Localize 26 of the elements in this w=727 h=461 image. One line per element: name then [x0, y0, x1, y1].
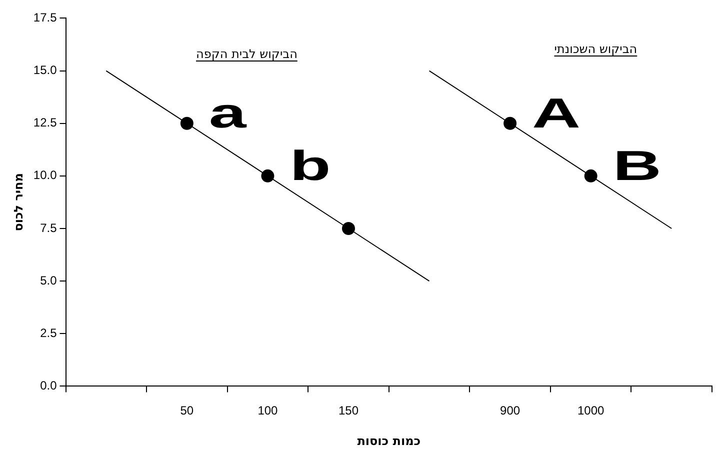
annotation: הביקוש לבית הקפה — [196, 47, 298, 61]
x-tick-label: 150 — [338, 404, 359, 418]
y-tick-label: 17.5 — [33, 10, 58, 25]
annotation: b — [290, 142, 331, 189]
y-tick-label: 10.0 — [33, 168, 58, 182]
annotation: הביקוש השכונתי — [554, 42, 638, 56]
y-axis-title: מחיר לכוס — [11, 173, 26, 232]
x-tick-label: 100 — [258, 404, 278, 418]
x-tick-label: 900 — [500, 404, 520, 418]
y-tick-label: 15.0 — [33, 63, 58, 78]
x-axis-title: כמות כוסות — [357, 434, 421, 448]
y-tick-label: 2.5 — [40, 326, 58, 340]
annotation: a — [208, 89, 248, 136]
y-tick-label: 7.5 — [40, 220, 58, 235]
point — [180, 116, 194, 130]
x-tick-label: 1000 — [577, 404, 604, 418]
point — [261, 169, 274, 182]
point — [584, 169, 598, 182]
y-tick-label: 0.0 — [40, 378, 58, 393]
annotation: B — [612, 142, 662, 189]
y-tick-label: 12.5 — [33, 116, 58, 130]
y-tick-label: 5.0 — [40, 273, 58, 288]
point — [504, 116, 517, 130]
annotation: A — [532, 89, 581, 136]
x-tick-label: 50 — [180, 404, 194, 418]
point — [342, 222, 355, 235]
